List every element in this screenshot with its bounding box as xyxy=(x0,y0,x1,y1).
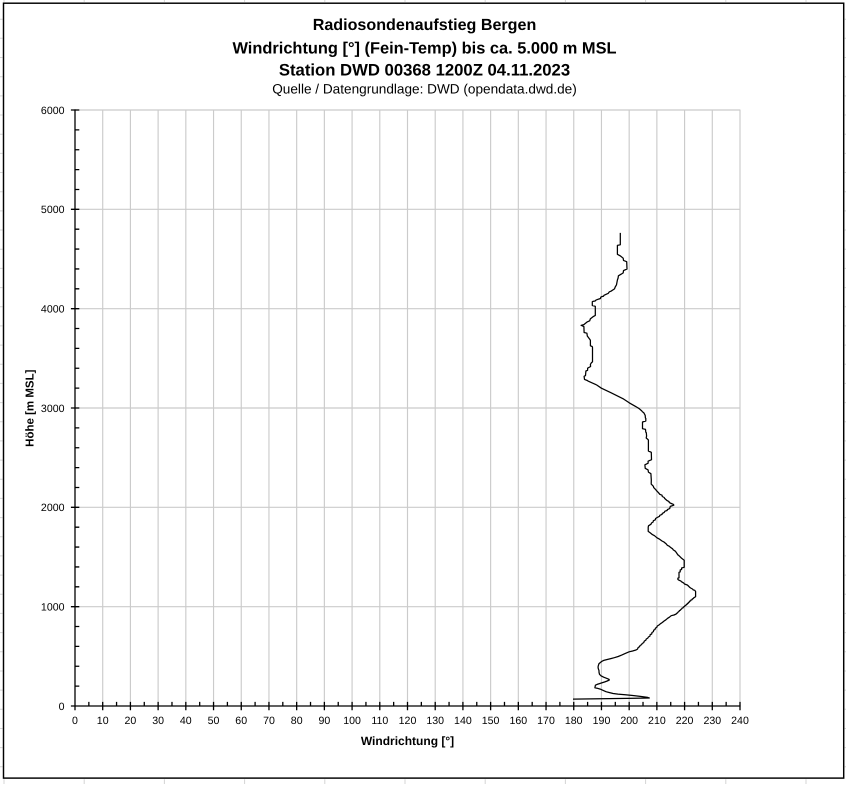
svg-text:Höhe [m MSL]: Höhe [m MSL] xyxy=(25,369,37,446)
svg-text:1000: 1000 xyxy=(41,602,65,614)
svg-text:120: 120 xyxy=(399,715,417,727)
svg-text:80: 80 xyxy=(291,715,303,727)
svg-text:100: 100 xyxy=(343,715,361,727)
svg-text:210: 210 xyxy=(648,715,666,727)
svg-text:Station DWD 00368 1200Z 04.11.: Station DWD 00368 1200Z 04.11.2023 xyxy=(279,61,570,80)
svg-text:Quelle / Datengrundlage: DWD (: Quelle / Datengrundlage: DWD (opendata.d… xyxy=(272,82,577,97)
svg-text:30: 30 xyxy=(152,715,164,727)
svg-text:170: 170 xyxy=(537,715,555,727)
svg-text:240: 240 xyxy=(731,715,749,727)
svg-text:Windrichtung [°] (Fein-Temp) b: Windrichtung [°] (Fein-Temp) bis ca. 5.0… xyxy=(232,40,616,58)
svg-text:4000: 4000 xyxy=(41,304,65,316)
svg-text:Windrichtung [°]: Windrichtung [°] xyxy=(361,734,454,748)
svg-text:20: 20 xyxy=(125,715,137,727)
svg-text:6000: 6000 xyxy=(41,105,65,117)
svg-text:70: 70 xyxy=(263,715,275,727)
svg-text:160: 160 xyxy=(509,715,527,727)
svg-text:190: 190 xyxy=(593,715,611,727)
svg-text:180: 180 xyxy=(565,715,583,727)
svg-text:5000: 5000 xyxy=(41,204,65,216)
svg-text:60: 60 xyxy=(235,715,247,727)
svg-text:50: 50 xyxy=(208,715,220,727)
svg-text:200: 200 xyxy=(620,715,638,727)
svg-text:2000: 2000 xyxy=(41,502,65,514)
svg-text:140: 140 xyxy=(454,715,472,727)
svg-text:0: 0 xyxy=(72,715,78,727)
svg-text:230: 230 xyxy=(703,715,721,727)
svg-text:0: 0 xyxy=(59,701,65,713)
svg-text:40: 40 xyxy=(180,715,192,727)
svg-text:150: 150 xyxy=(482,715,500,727)
svg-text:10: 10 xyxy=(97,715,109,727)
svg-text:130: 130 xyxy=(426,715,444,727)
svg-text:110: 110 xyxy=(371,715,388,727)
svg-text:90: 90 xyxy=(319,715,331,727)
svg-text:Radiosondenaufstieg Bergen: Radiosondenaufstieg Bergen xyxy=(313,16,537,34)
svg-text:220: 220 xyxy=(676,715,694,727)
svg-text:3000: 3000 xyxy=(41,403,65,415)
